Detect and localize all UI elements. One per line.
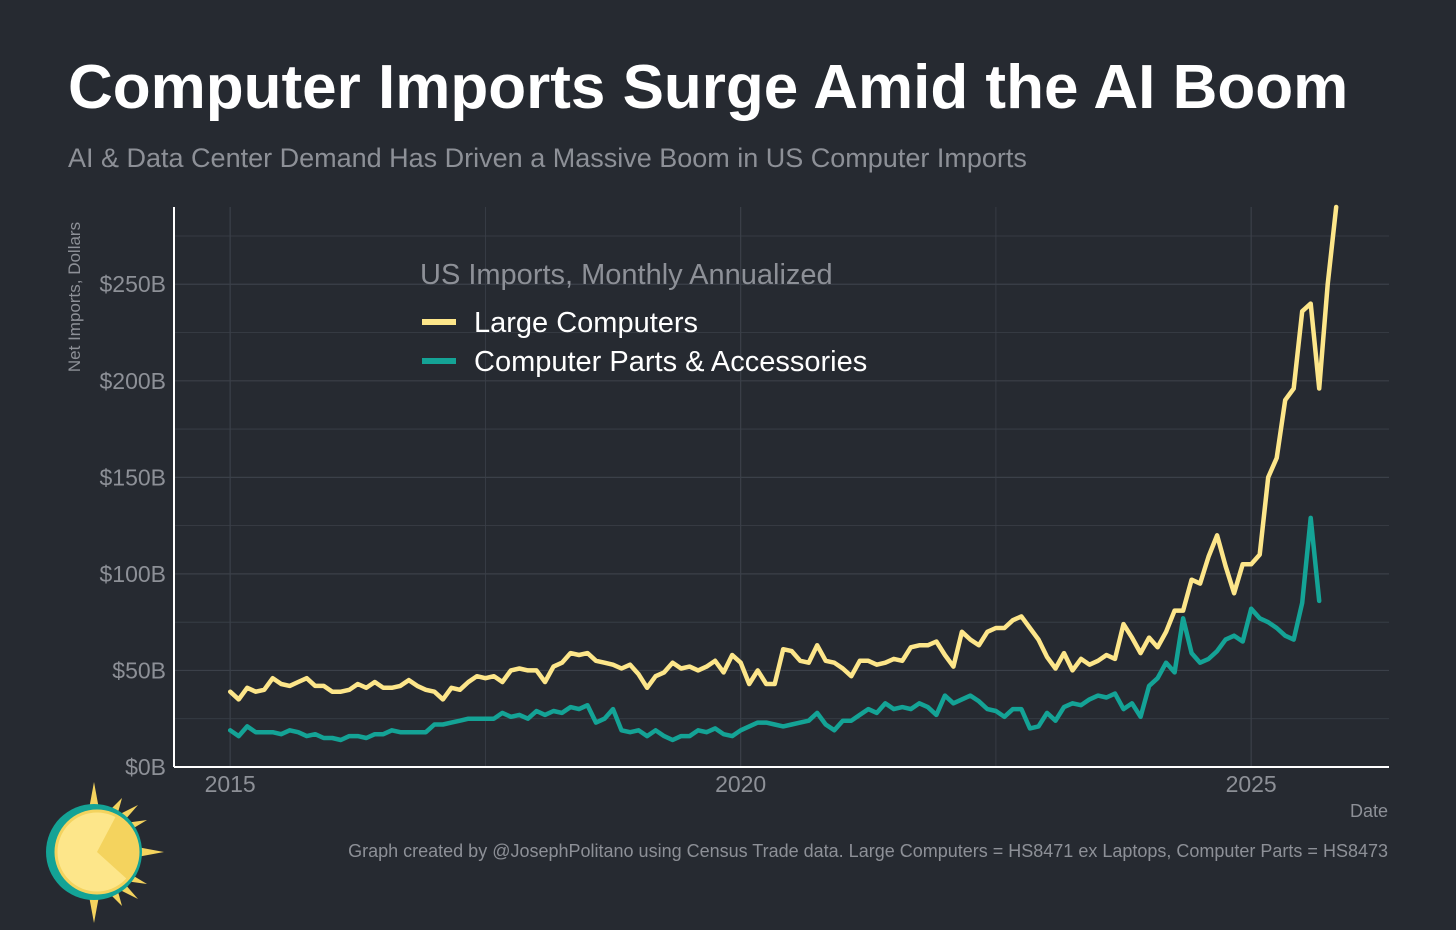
legend: US Imports, Monthly Annualized Large Com…	[420, 259, 867, 378]
y-tick-label: $0B	[125, 754, 166, 780]
grid-layer	[174, 207, 1389, 767]
x-axis-label: Date	[1350, 801, 1388, 821]
series-layer	[227, 204, 1339, 743]
legend-label-computer-parts: Computer Parts & Accessories	[474, 346, 867, 378]
y-tick-label: $50B	[112, 657, 166, 683]
ticks-layer: $0B $50B $100B $150B $200B $250B 2015 2020 2025	[99, 271, 1276, 797]
chart-title: Computer Imports Surge Amid the AI Boom	[68, 53, 1349, 122]
x-tick-label: 2025	[1226, 771, 1277, 797]
chart-subtitle: AI & Data Center Demand Has Driven a Mas…	[68, 143, 1027, 173]
y-tick-label: $100B	[99, 561, 166, 587]
legend-title: US Imports, Monthly Annualized	[420, 259, 833, 291]
axes-layer	[173, 207, 1389, 768]
x-tick-label: 2020	[715, 771, 766, 797]
y-tick-label: $150B	[99, 464, 166, 490]
y-tick-label: $200B	[99, 368, 166, 394]
series-line-computer-parts	[227, 515, 1322, 743]
source-credit: Graph created by @JosephPolitano using C…	[348, 841, 1388, 861]
y-axis-label: Net Imports, Dollars	[65, 222, 84, 372]
legend-label-large-computers: Large Computers	[474, 307, 698, 339]
series-line-large-computers	[227, 204, 1339, 702]
sun-logo-icon	[38, 780, 168, 930]
y-tick-label: $250B	[99, 271, 166, 297]
x-tick-label: 2015	[205, 771, 256, 797]
